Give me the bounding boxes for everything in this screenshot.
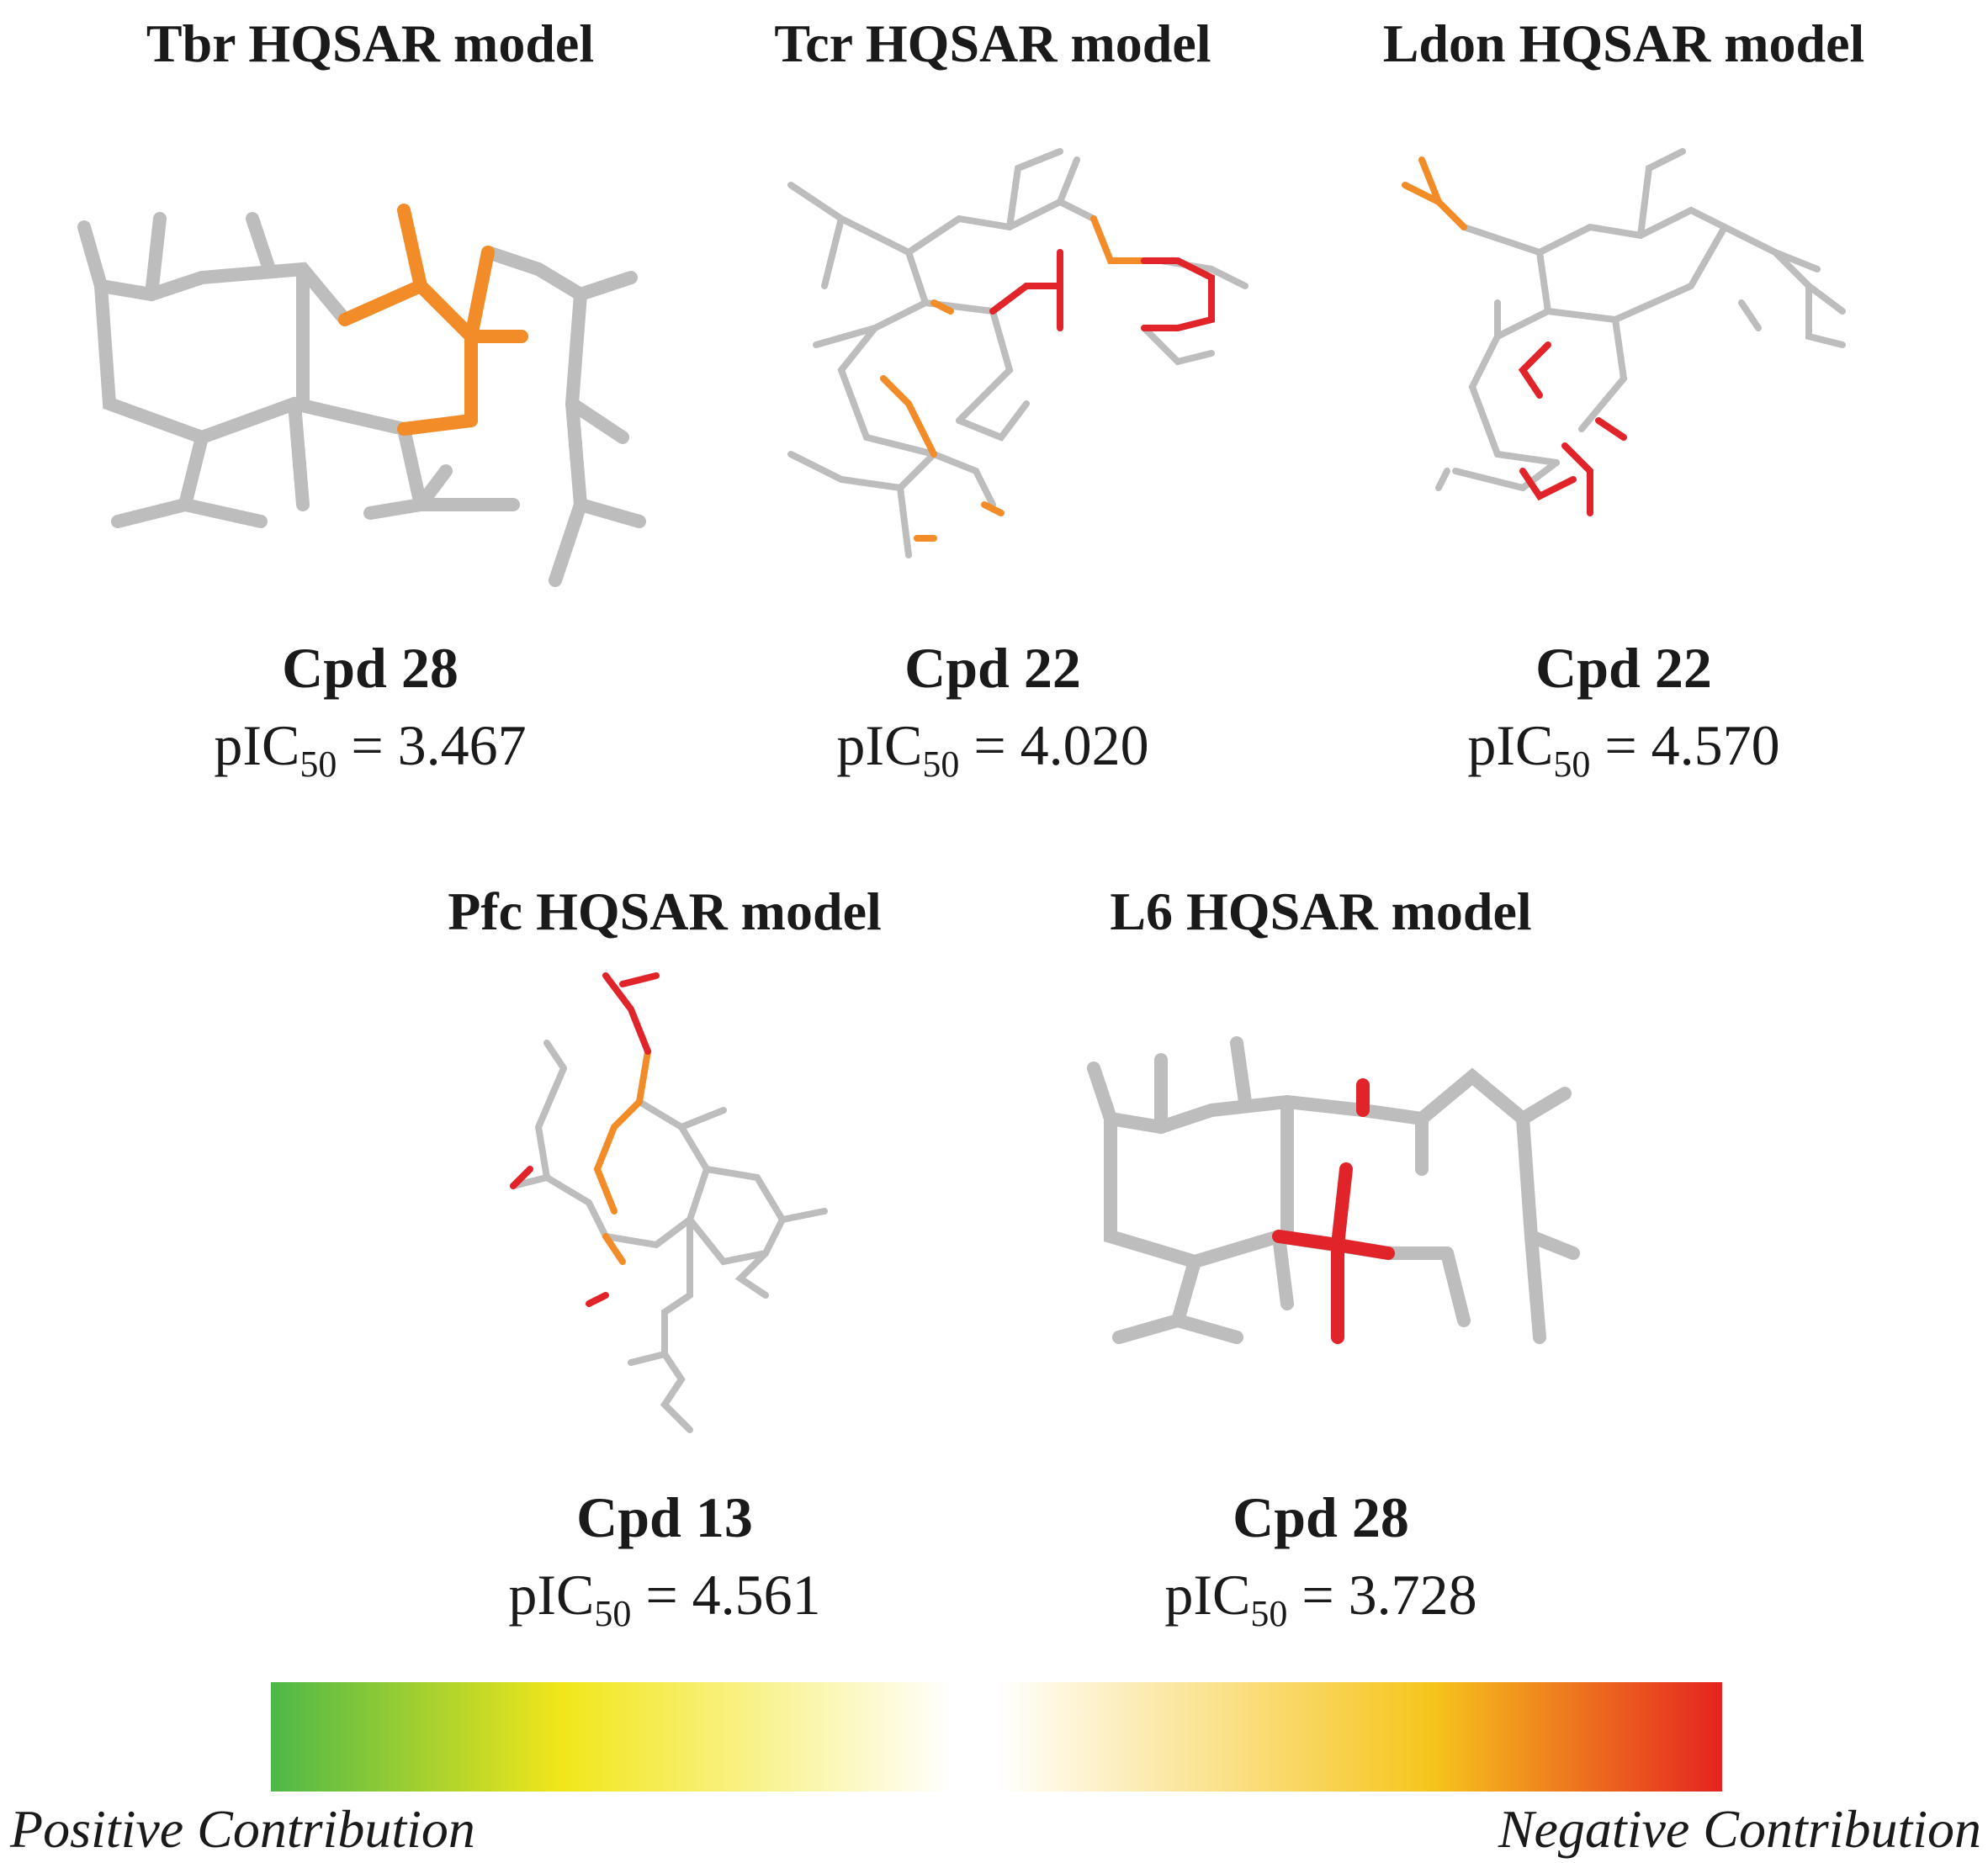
compound-id: Cpd 22 <box>904 636 1081 700</box>
pic50-value: pIC50 = 3.467 <box>214 713 527 785</box>
panel-tbr: Tbr HQSAR model <box>67 17 673 71</box>
compound-id: Cpd 28 <box>1233 1485 1409 1549</box>
legend-negative-label: Negative Contribution <box>1498 1799 1981 1859</box>
molecule-tbr-cpd28 <box>77 204 646 587</box>
panel-l6: L6 HQSAR model <box>1026 885 1615 939</box>
panel-tbr-labels: Cpd 28 pIC50 = 3.467 <box>67 639 673 783</box>
panel-tcr-labels: Cpd 22 pIC50 = 4.020 <box>698 639 1287 783</box>
panel-l6-labels: Cpd 28 pIC50 = 3.728 <box>1026 1489 1615 1633</box>
pic50-value: pIC50 = 3.728 <box>1164 1563 1477 1634</box>
molecule-pfc-cpd13 <box>510 972 828 1433</box>
panel-title: Pfc HQSAR model <box>448 881 882 941</box>
molecule-ldon-cpd22 <box>1402 148 1846 516</box>
contribution-color-scale <box>271 1682 1722 1792</box>
molecule-l6-cpd28 <box>1087 1036 1580 1344</box>
compound-id: Cpd 13 <box>576 1485 753 1549</box>
pic50-value: pIC50 = 4.570 <box>1467 713 1780 785</box>
legend-positive-label: Positive Contribution <box>10 1799 475 1859</box>
pic50-value: pIC50 = 4.561 <box>508 1563 821 1634</box>
compound-id: Cpd 22 <box>1535 636 1712 700</box>
panel-tcr: Tcr HQSAR model <box>698 17 1287 71</box>
panel-title: Tbr HQSAR model <box>146 13 595 73</box>
molecule-tcr-cpd22 <box>787 148 1248 558</box>
compound-id: Cpd 28 <box>282 636 459 700</box>
panel-pfc-labels: Cpd 13 pIC50 = 4.561 <box>370 1489 959 1633</box>
panel-title: Ldon HQSAR model <box>1382 13 1865 73</box>
panel-title: Tcr HQSAR model <box>774 13 1211 73</box>
panel-ldon-labels: Cpd 22 pIC50 = 4.570 <box>1321 639 1927 783</box>
panel-pfc: Pfc HQSAR model <box>370 885 959 939</box>
pic50-value: pIC50 = 4.020 <box>836 713 1149 785</box>
panel-ldon: Ldon HQSAR model <box>1321 17 1927 71</box>
panel-title: L6 HQSAR model <box>1110 881 1532 941</box>
